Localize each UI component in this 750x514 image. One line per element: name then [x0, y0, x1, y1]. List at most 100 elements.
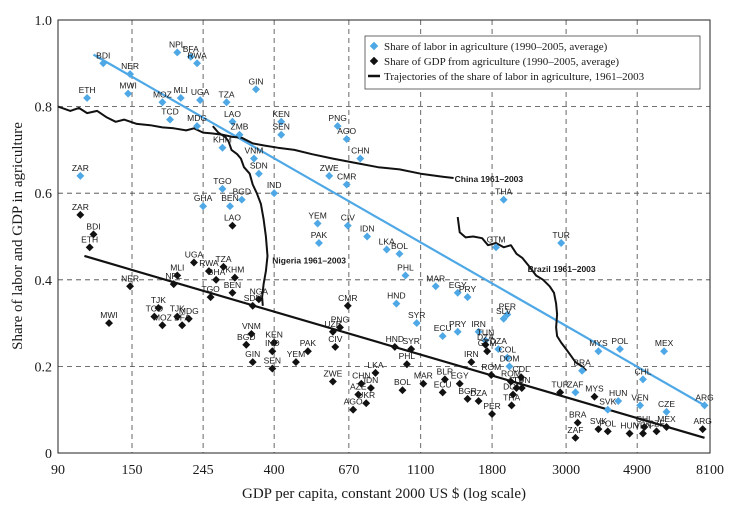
gdp-point [506, 377, 515, 386]
labor-point [313, 219, 322, 228]
gdp-point [398, 386, 407, 395]
legend-gdp-label: Share of GDP from agriculture (1990–2005… [384, 56, 619, 68]
labor-point [660, 347, 669, 356]
labor-point-label: VNM [245, 146, 264, 156]
x-tick-label: 400 [264, 463, 285, 478]
gdp-point-label: VNM [242, 321, 261, 331]
labor-point-label: ECU [434, 323, 452, 333]
gdp-point-label: TGO [201, 284, 220, 294]
gdp-point [571, 433, 580, 442]
labor-point-label: ZWE [320, 163, 339, 173]
labor-point-label: DOM [500, 353, 520, 363]
labor-point-label: BOL [391, 241, 408, 251]
labor-point [249, 154, 258, 163]
gdp-point-label: EGY [451, 371, 469, 381]
labor-point-label: SLV [496, 306, 512, 316]
legend: Share of labor in agriculture (1990–2005… [364, 35, 701, 90]
gdp-point [173, 312, 182, 321]
gdp-point [556, 388, 565, 397]
labor-point [453, 288, 462, 297]
gdp-point [85, 243, 94, 252]
gdp-point [331, 342, 340, 351]
labor-point-label: GIN [248, 76, 263, 86]
gdp-point-label: AZE [350, 382, 367, 392]
gdp-point [248, 358, 257, 367]
gdp-point-label: BLR [437, 366, 454, 376]
gdp-point [419, 379, 428, 388]
gdp-point [105, 319, 113, 328]
x-tick-label: 1800 [478, 463, 506, 478]
labor-point-label: BFA [183, 44, 199, 54]
gdp-point [158, 321, 167, 330]
gdp-point [625, 429, 634, 438]
gdp-point [698, 425, 707, 434]
y-axis-title: Share of labor and GDP in agriculture [10, 122, 26, 350]
gdp-point-label: HND [386, 334, 404, 344]
labor-point [222, 98, 231, 107]
gdp-point [357, 379, 366, 388]
labor-point [252, 85, 260, 94]
labor-point [499, 314, 508, 323]
gdp-point [349, 405, 358, 414]
labor-point-label: YEM [308, 211, 326, 221]
labor-point-label: POL [611, 336, 628, 346]
labor-point-label: ZAR [72, 163, 89, 173]
gdp-point [184, 314, 193, 323]
labor-point [218, 143, 227, 152]
labor-point-label: ZMB [231, 122, 249, 132]
gdp-point [438, 388, 447, 397]
y-tick-label: 0 [45, 447, 52, 462]
gdp-point-label: UKR [357, 390, 375, 400]
labor-point-label: PAK [311, 230, 328, 240]
gdp-point [371, 368, 380, 377]
labor-point [494, 345, 503, 354]
gdp-point-label: MAR [414, 371, 433, 381]
gdp-point-label: TJK [170, 304, 185, 314]
gdp-point [652, 427, 661, 436]
labor-point [277, 130, 286, 139]
y-tick-label: 0.8 [35, 101, 53, 116]
gdp-point-label: YEM [287, 349, 305, 359]
gdp-point-label: POL [599, 418, 616, 428]
gdp-point [440, 375, 449, 384]
gdp-point [126, 282, 135, 291]
gdp-point-label: BGD [237, 332, 255, 342]
trajectory-line [456, 216, 588, 372]
labor-point [356, 154, 365, 163]
gdp-point [402, 360, 411, 369]
labor-point [270, 189, 279, 198]
legend-gdp-marker [369, 56, 379, 66]
labor-point-label: SDN [250, 161, 268, 171]
labor-point-label: COL [499, 345, 517, 355]
gdp-point-label: UGA [185, 249, 204, 259]
gdp-point [487, 371, 496, 380]
gdp-point-label: TZA [215, 254, 231, 264]
labor-trend-line [92, 53, 706, 407]
labor-point [571, 388, 580, 397]
legend-labor-label: Share of labor in agriculture (1990–2005… [384, 41, 608, 53]
gdp-point [219, 262, 228, 271]
gdp-point [268, 364, 277, 373]
gdp-point-label: PER [483, 401, 500, 411]
gdp-point-label: IDN [364, 375, 379, 385]
gdp-point-label: ETH [81, 234, 98, 244]
gdp-point-label: ZAF [567, 425, 583, 435]
y-tick-label: 1.0 [35, 14, 53, 29]
labor-point-label: MLI [174, 85, 188, 95]
gdp-point [173, 271, 182, 280]
labor-point [228, 117, 237, 126]
gdp-point [328, 327, 337, 336]
labor-point-label: CMR [337, 172, 356, 182]
labor-point [603, 405, 612, 414]
gdp-point-label: BGR [458, 386, 476, 396]
trajectory-label: Nigeria 1961–2003 [272, 255, 346, 265]
gdp-point [230, 273, 239, 282]
y-tick-label: 0.6 [35, 187, 53, 202]
labor-point-label: SEN [272, 122, 289, 132]
gdp-point-label: CMR [338, 293, 357, 303]
labor-point-label: MAR [426, 273, 445, 283]
gdp-point [150, 312, 159, 321]
labor-point [342, 135, 351, 144]
gdp-point [248, 301, 257, 310]
labor-point [615, 345, 624, 354]
